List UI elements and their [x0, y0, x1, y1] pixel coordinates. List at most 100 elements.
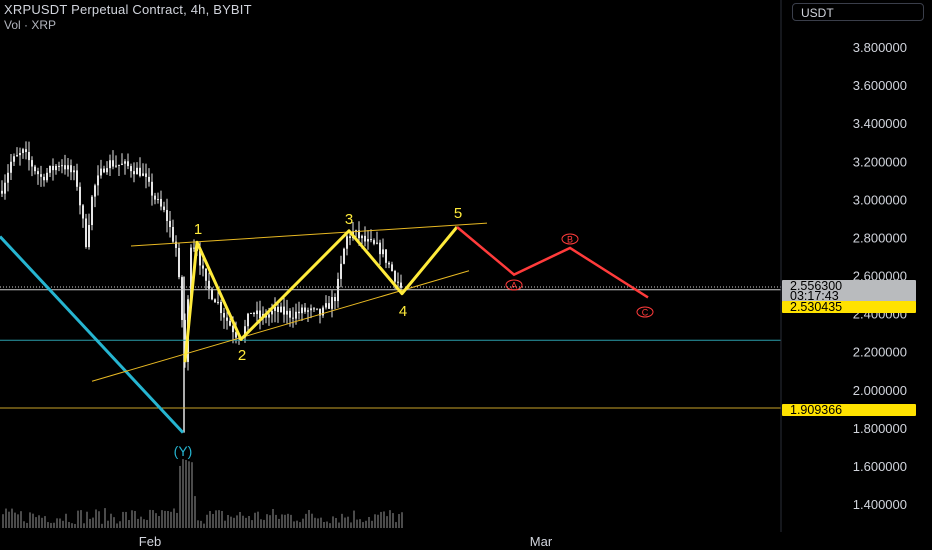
volume-bar [287, 513, 289, 528]
volume-bar [20, 511, 22, 528]
price-badge-bg [782, 404, 916, 416]
volume-bar [386, 516, 388, 528]
candle-body [271, 310, 273, 315]
price-tick: 2.000000 [853, 383, 907, 398]
candle-body [280, 306, 282, 312]
candle-body [61, 165, 63, 167]
candle-body [247, 313, 249, 327]
volume-bar [395, 522, 397, 528]
candle-body [379, 242, 381, 255]
volume-bar [200, 520, 202, 528]
volume-bar [284, 514, 286, 528]
volume-bar [83, 523, 85, 528]
volume-bar [158, 516, 160, 528]
candle-body [1, 190, 3, 194]
candle-body [55, 165, 57, 171]
candle-body [253, 312, 255, 315]
volume-bar [179, 465, 181, 528]
volume-bar [377, 514, 379, 528]
candle-body [292, 317, 294, 319]
volume-bar [296, 520, 298, 528]
candle-body [259, 310, 261, 319]
candle-body [328, 303, 330, 309]
candle-body [250, 312, 252, 314]
candle-body [388, 262, 390, 265]
candle-body [226, 317, 228, 321]
volume-bar [257, 511, 259, 528]
volume-bar [251, 520, 253, 528]
wave-label-B: B [567, 235, 573, 245]
volume-bar [338, 522, 340, 528]
volume-bar [335, 517, 337, 528]
volume-bar [65, 513, 67, 528]
candle-body [208, 280, 210, 289]
volume-bar [149, 509, 151, 528]
volume-bar [5, 508, 7, 528]
candle-body [181, 277, 183, 320]
volume-bar [152, 510, 154, 528]
candle-body [13, 156, 15, 162]
candle-body [88, 225, 90, 248]
volume-bar [194, 496, 196, 528]
volume-bar [32, 513, 34, 528]
candle-body [205, 268, 207, 281]
symbol-title[interactable]: XRPUSDT Perpetual Contract, 4h, BYBIT [4, 2, 252, 17]
volume-bar [92, 517, 94, 528]
volume-bar [155, 513, 157, 528]
wave-label-A: A [511, 281, 517, 291]
candle-body [175, 241, 177, 248]
candle-body [385, 249, 387, 263]
volume-bar [227, 515, 229, 528]
candle-body [148, 176, 150, 182]
volume-bars [2, 459, 403, 528]
currency-button[interactable]: USDT [792, 3, 924, 21]
volume-bar [80, 510, 82, 528]
candle-body [193, 247, 195, 249]
price-badge-label: 1.909366 [790, 403, 842, 417]
wave-label-2: 2 [238, 347, 246, 364]
volume-bar [164, 510, 166, 528]
candle-body [268, 314, 270, 318]
candle-body [82, 205, 84, 219]
volume-label[interactable]: Vol · XRP [4, 18, 57, 32]
candle-body [229, 320, 231, 326]
candle-body [289, 310, 291, 318]
wave-label-3: 3 [345, 211, 353, 228]
candle-body [214, 299, 216, 303]
candle-body [370, 239, 372, 241]
candle-body [64, 165, 66, 170]
candle-body [157, 198, 159, 200]
candle-body [52, 165, 54, 171]
volume-bar [170, 511, 172, 528]
candle-body [151, 181, 153, 196]
volume-bar [329, 523, 331, 528]
volume-bar [119, 521, 121, 528]
wave-label-4: 4 [399, 303, 407, 320]
volume-bar [62, 520, 64, 528]
candle-body [25, 149, 27, 153]
wave-circle-A [505, 279, 523, 291]
candle-body [100, 168, 102, 176]
volume-bar [122, 511, 124, 528]
candle-body [220, 301, 222, 314]
volume-bar [2, 514, 4, 528]
wave-label-5: 5 [454, 205, 462, 222]
wave-label-Y: (Y) [174, 443, 193, 459]
candle-body [139, 167, 141, 176]
volume-bar [269, 515, 271, 528]
volume-bar [353, 510, 355, 528]
volume-bar [197, 520, 199, 528]
volume-bar [371, 520, 373, 528]
volume-bar [392, 513, 394, 528]
volume-bar [38, 515, 40, 528]
price-tick: 2.200000 [853, 345, 907, 360]
candle-body [85, 218, 87, 248]
volume-bar [341, 513, 343, 528]
candle-body [103, 168, 105, 173]
candle-body [277, 306, 279, 312]
price-badge-bg [782, 301, 916, 313]
candle-body [172, 227, 174, 242]
volume-bar [302, 518, 304, 528]
